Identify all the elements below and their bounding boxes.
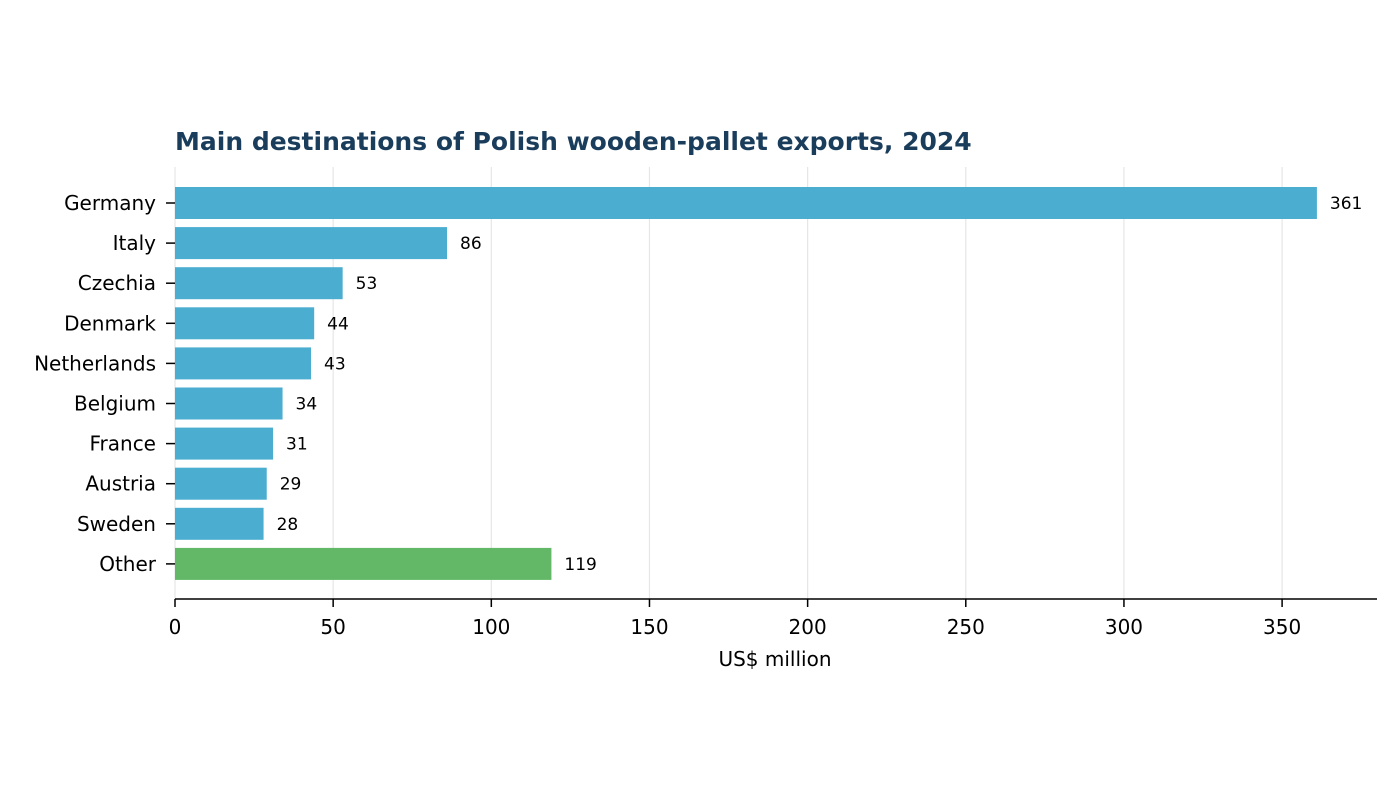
- data-label: 361: [1330, 194, 1362, 214]
- bar: [175, 187, 1317, 219]
- x-tick-label: 100: [472, 615, 510, 639]
- bars: [175, 187, 1317, 580]
- bar: [175, 467, 267, 500]
- category-labels: Germany Italy Czechia Denmark Netherlands Bel…: [34, 191, 175, 576]
- x-tick-label: 200: [789, 615, 827, 639]
- data-label: 29: [280, 475, 302, 495]
- data-label: 86: [460, 234, 482, 254]
- data-label: 44: [327, 314, 349, 334]
- category-label: Belgium: [74, 392, 156, 416]
- bar: [175, 547, 552, 580]
- category-label: Czechia: [78, 271, 156, 295]
- data-label: 31: [286, 435, 308, 455]
- category-label: Austria: [85, 472, 156, 496]
- x-tick-label: 250: [947, 615, 985, 639]
- x-axis-title: US$ million: [718, 647, 831, 671]
- x-tick-label: 350: [1263, 615, 1301, 639]
- bar: [175, 507, 264, 540]
- data-label: 119: [564, 555, 596, 575]
- data-label: 53: [356, 274, 378, 294]
- x-axis: 0 50 100 150 200 250 300 350: [169, 598, 1377, 639]
- category-label: France: [89, 432, 156, 456]
- data-label: 34: [296, 395, 318, 415]
- category-label: Netherlands: [34, 351, 156, 375]
- chart-title: Main destinations of Polish wooden-palle…: [175, 127, 972, 156]
- x-tick-label: 300: [1105, 615, 1143, 639]
- bar: [175, 387, 283, 420]
- category-label: Germany: [64, 191, 156, 215]
- category-label: Denmark: [64, 311, 156, 335]
- data-labels: 361 86 53 44 43 34 31 29 28 119: [277, 194, 1363, 575]
- bar: [175, 267, 343, 300]
- bar: [175, 347, 312, 380]
- category-label: Sweden: [77, 512, 156, 536]
- category-label: Italy: [113, 231, 157, 255]
- category-label: Other: [99, 552, 157, 576]
- bar: [175, 427, 274, 460]
- bar: [175, 227, 448, 260]
- x-tick-label: 150: [630, 615, 668, 639]
- x-tick-label: 50: [320, 615, 345, 639]
- data-label: 28: [277, 515, 299, 535]
- bar: [175, 307, 315, 340]
- x-tick-label: 0: [169, 615, 182, 639]
- data-label: 43: [324, 354, 346, 374]
